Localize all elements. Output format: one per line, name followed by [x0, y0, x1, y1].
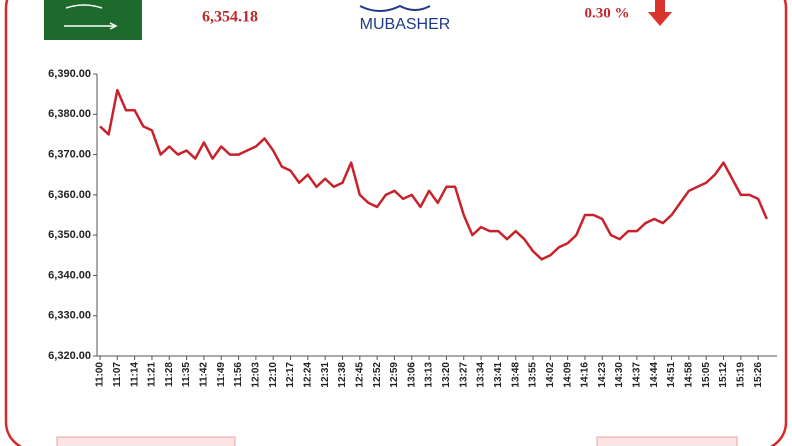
x-tick-label: 13:41 [493, 362, 504, 388]
x-tick-label: 15:19 [735, 362, 746, 388]
y-tick-label: 6,340.00 [48, 269, 91, 281]
x-tick-label: 13:06 [406, 362, 417, 388]
x-tick-label: 11:42 [199, 362, 210, 387]
x-tick-label: 13:48 [510, 362, 521, 388]
x-tick-label: 14:02 [545, 362, 556, 388]
x-tick-label: 12:24 [302, 362, 313, 388]
x-tick-label: 14:23 [597, 362, 608, 388]
x-tick-label: 13:13 [424, 362, 435, 388]
x-tick-label: 11:21 [147, 362, 158, 387]
footer-box [596, 436, 738, 446]
x-tick-label: 14:51 [666, 362, 677, 388]
x-tick-label: 13:55 [528, 362, 539, 388]
y-tick-label: 6,380.00 [48, 108, 91, 120]
logo: MUBASHER [359, 4, 451, 33]
change: 0.30 % [585, 5, 630, 21]
x-tick-label: 12:31 [320, 362, 331, 388]
price: 6,354.18 [202, 9, 258, 26]
x-tick-label: 12:59 [389, 362, 400, 388]
x-tick-label: 14:09 [562, 362, 573, 388]
x-tick-label: 11:28 [164, 362, 175, 387]
price-line [99, 88, 768, 261]
x-tick-label: 11:56 [233, 362, 244, 387]
x-tick-label: 15:26 [753, 362, 764, 388]
x-tick-label: 11:07 [112, 362, 123, 387]
down-arrow [648, 0, 672, 26]
x-tick-label: 15:05 [701, 362, 712, 388]
x-tick-label: 12:45 [354, 362, 365, 388]
y-tick-label: 6,320.00 [48, 350, 91, 362]
x-tick-label: 11:35 [181, 362, 192, 387]
x-tick-label: 14:58 [684, 362, 695, 388]
x-tick-label: 11:49 [216, 362, 227, 387]
y-tick-label: 6,330.00 [48, 310, 91, 322]
y-tick-label: 6,350.00 [48, 229, 91, 241]
x-tick-label: 11:14 [129, 362, 140, 387]
x-tick-label: 12:52 [372, 362, 383, 388]
x-tick-label: 12:03 [251, 362, 262, 388]
y-tick-label: 6,360.00 [48, 189, 91, 201]
x-tick-label: 13:27 [458, 362, 469, 388]
x-tick-label: 14:30 [614, 362, 625, 388]
x-tick-label: 13:20 [441, 362, 452, 388]
flag [44, 0, 142, 40]
y-tick-label: 6,390.00 [48, 68, 91, 80]
logo-text: MUBASHER [360, 16, 451, 33]
x-tick-label: 15:12 [718, 362, 729, 388]
x-tick-label: 14:16 [580, 362, 591, 388]
footer-box [56, 436, 236, 446]
x-tick-label: 12:38 [337, 362, 348, 388]
x-tick-label: 11:00 [95, 362, 106, 387]
x-tick-label: 14:37 [632, 362, 643, 388]
x-tick-label: 12:10 [268, 362, 279, 388]
y-tick-label: 6,370.00 [48, 148, 91, 160]
x-tick-label: 13:34 [476, 362, 487, 388]
x-tick-label: 14:44 [649, 362, 660, 388]
frame [4, 0, 788, 446]
x-tick-label: 12:17 [285, 362, 296, 388]
